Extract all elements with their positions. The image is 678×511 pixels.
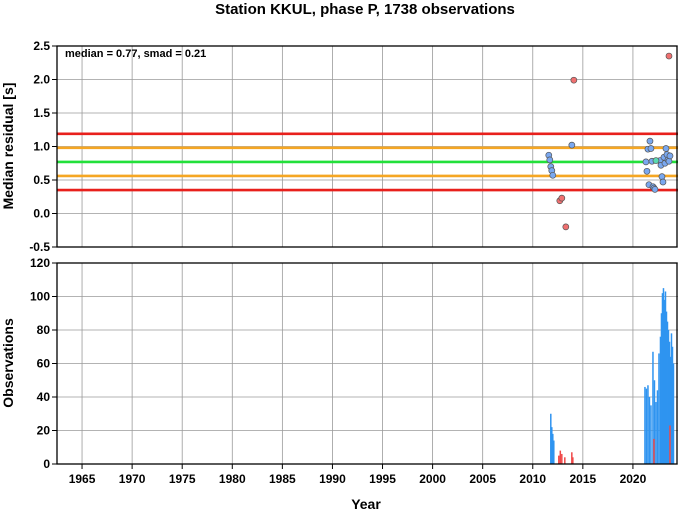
data-point [568,141,576,149]
data-point [651,186,659,193]
observation-bar [553,440,555,464]
observation-bar [668,341,671,464]
data-point [549,171,557,179]
x-tick-label: 1985 [269,472,296,486]
stats-annotation: median = 0.77, smad = 0.21 [65,48,206,60]
x-tick-label: 2010 [519,472,546,486]
observation-bar [659,336,662,464]
residual-panel: -0.5 0.0 0.5 1.0 1.5 2.0 2.5 [29,39,678,254]
y-tick-label: 20 [37,424,51,438]
data-point [665,157,673,165]
data-point [558,194,566,202]
y-tick-label: 1.5 [33,106,50,120]
observation-bar [550,413,552,464]
y-tick-label: 2.0 [33,73,50,87]
y-tick-label: 100 [30,290,50,304]
data-point [546,156,554,164]
chart-title: Station KKUL, phase P, 1738 observations [215,1,515,18]
observation-bar [667,330,670,464]
observation-bar [551,427,553,464]
observation-bar [647,385,649,464]
residual-ylabel: Median residual [s] [0,83,16,210]
observation-bar [652,351,654,464]
y-tick-label: -0.5 [29,240,50,254]
observation-bar [648,397,651,464]
y-tick-label: 40 [37,390,51,404]
x-tick-label: 2000 [419,472,446,486]
x-axis-label: Year [351,496,381,511]
x-tick-label: 1965 [69,472,96,486]
y-tick-label: 1.0 [33,140,50,154]
data-point [647,145,655,152]
x-tick-label: 2020 [620,472,647,486]
observation-bar [662,288,665,464]
data-point [570,76,578,84]
observation-bar [660,313,663,464]
data-point [658,173,666,180]
observation-bar [564,457,566,464]
observation-bar [552,433,554,464]
observations-ylabel: Observations [0,318,16,408]
x-tick-label: 1995 [369,472,396,486]
data-point [659,178,667,186]
y-tick-label: 60 [37,357,51,371]
observation-bar [670,333,673,464]
data-point [666,152,674,160]
observation-bar [650,405,652,464]
y-tick-label: 120 [30,256,50,270]
observation-bar [655,402,657,464]
observation-bar [669,425,671,464]
data-point [662,145,670,152]
observations-panel: 0 20 40 60 80 100 120 1965 1970 1975 1980 1985 1990 1… [30,256,678,486]
observation-bar [645,388,648,464]
y-tick-label: 0 [43,457,50,471]
x-tick-label: 2005 [469,472,496,486]
observation-bar [558,455,560,464]
x-tick-label: 1975 [169,472,196,486]
observation-bar [571,452,573,464]
x-tick-label: 1990 [319,472,346,486]
x-tick-label: 1970 [119,472,146,486]
y-tick-label: 0.5 [33,173,50,187]
data-point [642,158,650,166]
observation-bar [663,299,666,464]
observation-bar [666,321,669,464]
data-point [646,137,654,145]
y-tick-label: 2.5 [33,39,50,53]
data-point [643,167,651,175]
y-tick-label: 0.0 [33,207,50,221]
data-point [652,157,660,164]
observation-bar [661,293,664,464]
observation-bar [656,390,659,464]
observation-bar [658,353,660,464]
observation-bar [653,438,655,464]
observation-bar [653,380,656,464]
observation-bar [665,311,668,464]
observation-bar [644,386,646,464]
y-tick-label: 80 [37,323,51,337]
observation-bar [671,346,674,464]
x-tick-label: 1980 [219,472,246,486]
observation-bar [572,457,574,464]
data-point [562,223,570,231]
data-point [665,52,673,60]
x-tick-label: 2015 [569,472,596,486]
observation-bar [664,291,667,464]
observation-bar [672,363,675,464]
observation-bar [559,450,562,464]
observation-bar [669,356,672,464]
observation-bar [561,453,563,464]
